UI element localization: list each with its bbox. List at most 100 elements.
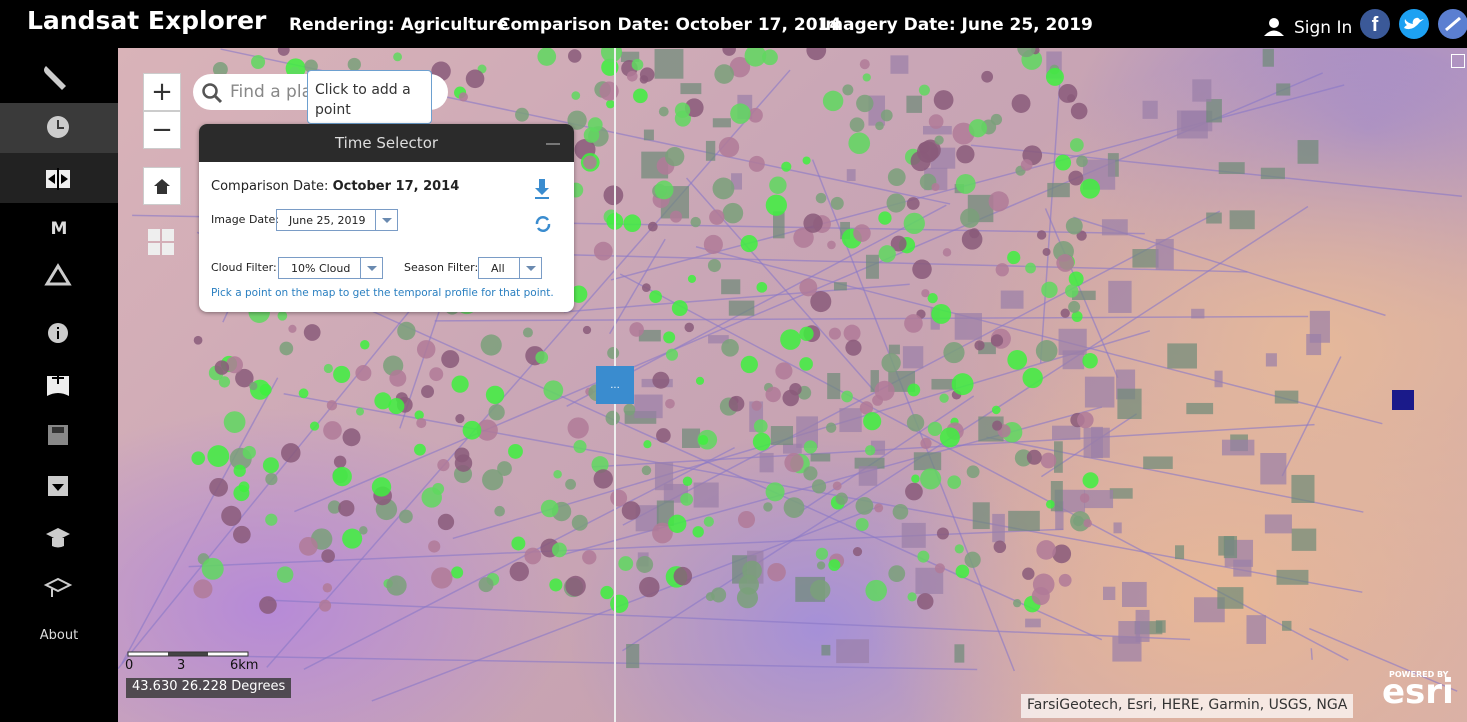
imagery-feature bbox=[927, 421, 943, 436]
imagery-feature bbox=[954, 313, 982, 340]
user-icon[interactable] bbox=[1263, 17, 1285, 37]
imagery-feature bbox=[214, 360, 230, 375]
minimize[interactable] bbox=[546, 143, 560, 145]
imagery-feature bbox=[759, 452, 774, 473]
imagery-feature bbox=[1282, 620, 1292, 631]
imagery-feature bbox=[765, 482, 785, 502]
comparison-date: Comparison Date: October 17, 2014 bbox=[498, 15, 842, 35]
imagery-feature bbox=[1260, 167, 1285, 180]
imagery-feature bbox=[251, 54, 266, 69]
refresh-icon[interactable] bbox=[534, 215, 552, 233]
imagery-feature bbox=[712, 118, 731, 128]
imagery-feature bbox=[593, 241, 613, 261]
imagery-feature bbox=[634, 394, 663, 419]
imagery-feature bbox=[1008, 510, 1040, 531]
imagery-feature bbox=[323, 421, 342, 440]
imagery-feature bbox=[855, 518, 869, 531]
imagery-feature bbox=[737, 511, 756, 529]
imagery-feature bbox=[609, 238, 666, 335]
imagery-feature bbox=[1076, 230, 1087, 241]
imagery-feature bbox=[708, 335, 729, 344]
social-icons[interactable]: f bbox=[1360, 8, 1467, 40]
imagery-feature bbox=[888, 565, 906, 583]
imagery-feature bbox=[1167, 343, 1197, 369]
imagery-feature bbox=[242, 445, 256, 460]
imagery-feature bbox=[583, 155, 597, 170]
cloud-label: Cloud Filter: bbox=[211, 261, 277, 274]
imagery-feature bbox=[1223, 536, 1238, 559]
imagery-feature bbox=[437, 459, 450, 472]
imagery-feature bbox=[1214, 370, 1223, 388]
imagery-feature bbox=[233, 485, 250, 502]
imagery-feature bbox=[1192, 79, 1212, 102]
home[interactable] bbox=[143, 167, 181, 205]
imagery-feature bbox=[641, 465, 652, 476]
imagery-feature bbox=[1040, 452, 1057, 469]
imagery-feature bbox=[1206, 99, 1222, 123]
image-date-select[interactable]: June 25, 2019 bbox=[276, 209, 398, 231]
imagery-feature bbox=[599, 81, 619, 101]
imagery-feature bbox=[421, 487, 442, 508]
imagery-feature bbox=[729, 56, 751, 78]
imagery-feature bbox=[485, 385, 505, 405]
imagery-feature bbox=[553, 469, 562, 479]
about[interactable]: About bbox=[39, 628, 79, 643]
imagery-feature bbox=[522, 327, 533, 338]
imagery-feature bbox=[1113, 522, 1122, 534]
imagery-feature bbox=[658, 106, 669, 117]
imagery-feature bbox=[431, 567, 453, 589]
imagery-feature bbox=[865, 579, 887, 602]
imagery-feature bbox=[1274, 390, 1299, 404]
m-icon[interactable]: M bbox=[50, 219, 68, 239]
imagery-feature bbox=[906, 95, 923, 113]
imagery-feature bbox=[856, 94, 874, 113]
imagery-feature bbox=[921, 289, 930, 298]
season-select[interactable]: All bbox=[478, 257, 542, 279]
imagery-feature bbox=[988, 191, 1009, 212]
rendering: Rendering: Agriculture bbox=[289, 15, 509, 35]
header: Landsat Explorer Rendering: Agriculture … bbox=[0, 0, 1467, 48]
imagery-feature bbox=[591, 456, 609, 474]
coordinates: 43.630 26.228 Degrees bbox=[126, 678, 292, 698]
imagery-feature bbox=[233, 525, 251, 544]
imagery-feature bbox=[476, 419, 498, 441]
imagery-feature bbox=[193, 335, 203, 345]
time-selector: Time Selector Comparison Date: October 1… bbox=[199, 124, 574, 312]
imagery-feature bbox=[693, 482, 719, 508]
imagery-feature bbox=[1155, 620, 1166, 633]
download-icon[interactable] bbox=[534, 179, 550, 199]
imagery-feature bbox=[480, 334, 502, 356]
imagery-feature bbox=[1155, 238, 1174, 270]
imagery-feature bbox=[890, 55, 909, 74]
basemap-icon[interactable] bbox=[148, 229, 176, 257]
imagery-feature bbox=[863, 412, 882, 431]
imagery-feature bbox=[752, 432, 771, 451]
imagery-feature bbox=[223, 411, 246, 433]
imagery-feature bbox=[265, 473, 278, 486]
attribution: FarsiGeotech, Esri, HERE, Garmin, USGS, … bbox=[1021, 694, 1354, 718]
imagery-feature bbox=[1055, 501, 1064, 531]
swipe-handle[interactable]: ... bbox=[596, 366, 634, 404]
imagery-feature bbox=[1083, 519, 1092, 528]
arrow bbox=[382, 218, 392, 223]
zoom-in[interactable]: + bbox=[143, 73, 181, 111]
imagery-feature bbox=[762, 49, 778, 66]
imagery-feature bbox=[1276, 83, 1291, 96]
zoom-out[interactable]: − bbox=[143, 111, 181, 149]
imagery-feature bbox=[1091, 426, 1103, 459]
imagery-feature bbox=[887, 168, 906, 187]
imagery-feature bbox=[1080, 178, 1101, 199]
imagery-feature bbox=[429, 367, 444, 382]
imagery-feature bbox=[843, 324, 861, 342]
imagery-feature bbox=[815, 192, 827, 204]
imagery-feature bbox=[853, 224, 871, 242]
imagery-feature bbox=[923, 125, 952, 135]
expand-icon[interactable] bbox=[1451, 54, 1465, 68]
cloud-select[interactable]: 10% Cloud bbox=[278, 257, 383, 279]
sign-in[interactable]: Sign In bbox=[1294, 18, 1353, 38]
imagery-feature bbox=[338, 500, 355, 517]
map[interactable]: ... + − Find a pla Click to add a point … bbox=[118, 48, 1467, 722]
imagery-feature bbox=[942, 248, 952, 257]
imagery-feature bbox=[1071, 310, 1083, 322]
season-label: Season Filter: bbox=[404, 261, 479, 274]
